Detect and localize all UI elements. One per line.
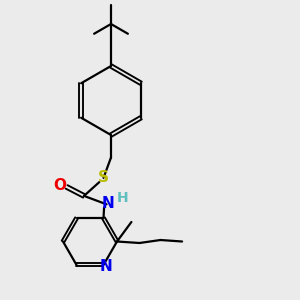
Text: S: S	[98, 170, 109, 185]
Text: O: O	[53, 178, 67, 194]
Text: N: N	[102, 196, 114, 211]
Text: H: H	[117, 191, 129, 205]
Text: N: N	[100, 259, 112, 274]
